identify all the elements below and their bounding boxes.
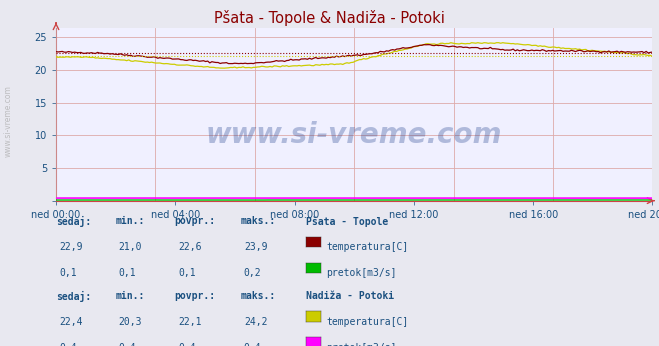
Text: 22,9: 22,9 — [59, 242, 83, 252]
Text: Nadiža - Potoki: Nadiža - Potoki — [306, 291, 395, 301]
Text: maks.:: maks.: — [241, 291, 275, 301]
Text: min.:: min.: — [115, 291, 145, 301]
Text: min.:: min.: — [115, 216, 145, 226]
Text: povpr.:: povpr.: — [175, 291, 215, 301]
Text: 0,4: 0,4 — [178, 343, 196, 346]
Text: 22,1: 22,1 — [178, 317, 202, 327]
Text: Pšata - Topole & Nadiža - Potoki: Pšata - Topole & Nadiža - Potoki — [214, 10, 445, 26]
Text: sedaj:: sedaj: — [56, 291, 91, 302]
Text: temperatura[C]: temperatura[C] — [326, 317, 409, 327]
Text: 0,4: 0,4 — [59, 343, 77, 346]
Text: Pšata - Topole: Pšata - Topole — [306, 216, 389, 227]
Text: pretok[m3/s]: pretok[m3/s] — [326, 343, 397, 346]
Text: 24,2: 24,2 — [244, 317, 268, 327]
Text: pretok[m3/s]: pretok[m3/s] — [326, 268, 397, 278]
Text: 0,4: 0,4 — [119, 343, 136, 346]
Text: 22,6: 22,6 — [178, 242, 202, 252]
Text: 20,3: 20,3 — [119, 317, 142, 327]
Text: 21,0: 21,0 — [119, 242, 142, 252]
Text: 23,9: 23,9 — [244, 242, 268, 252]
Text: sedaj:: sedaj: — [56, 216, 91, 227]
Text: 0,1: 0,1 — [119, 268, 136, 278]
Text: www.si-vreme.com: www.si-vreme.com — [3, 85, 13, 157]
Text: 22,4: 22,4 — [59, 317, 83, 327]
Text: 0,1: 0,1 — [178, 268, 196, 278]
Text: 0,4: 0,4 — [244, 343, 262, 346]
Text: 0,2: 0,2 — [244, 268, 262, 278]
Text: www.si-vreme.com: www.si-vreme.com — [206, 121, 502, 149]
Text: temperatura[C]: temperatura[C] — [326, 242, 409, 252]
Text: maks.:: maks.: — [241, 216, 275, 226]
Text: povpr.:: povpr.: — [175, 216, 215, 226]
Text: 0,1: 0,1 — [59, 268, 77, 278]
